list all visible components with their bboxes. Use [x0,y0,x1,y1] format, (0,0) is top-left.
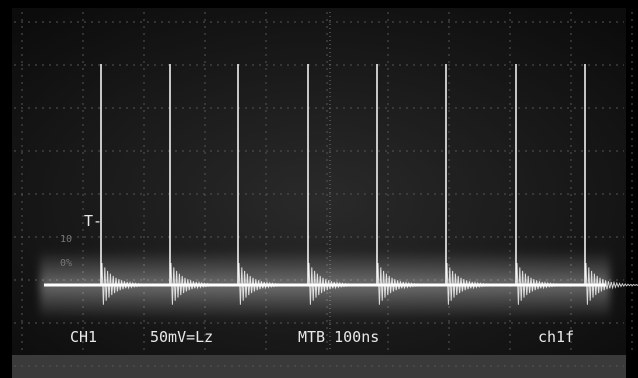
graticule-label: 10 [60,234,72,245]
timebase-readout: MTB 100ns [298,328,379,346]
scale-readout: 50mV=Lz [150,328,213,346]
graticule-label: 0% [60,258,72,269]
channel-readout: CH1 [70,328,97,346]
page: T- 10 0% CH1 50mV=Lz MTB 100ns ch1f (() … [0,0,638,378]
trigger-source-readout: ch1f [538,328,574,346]
scope-photo: T- 10 0% CH1 50mV=Lz MTB 100ns ch1f [0,0,638,378]
trigger-marker: T- [84,212,102,230]
